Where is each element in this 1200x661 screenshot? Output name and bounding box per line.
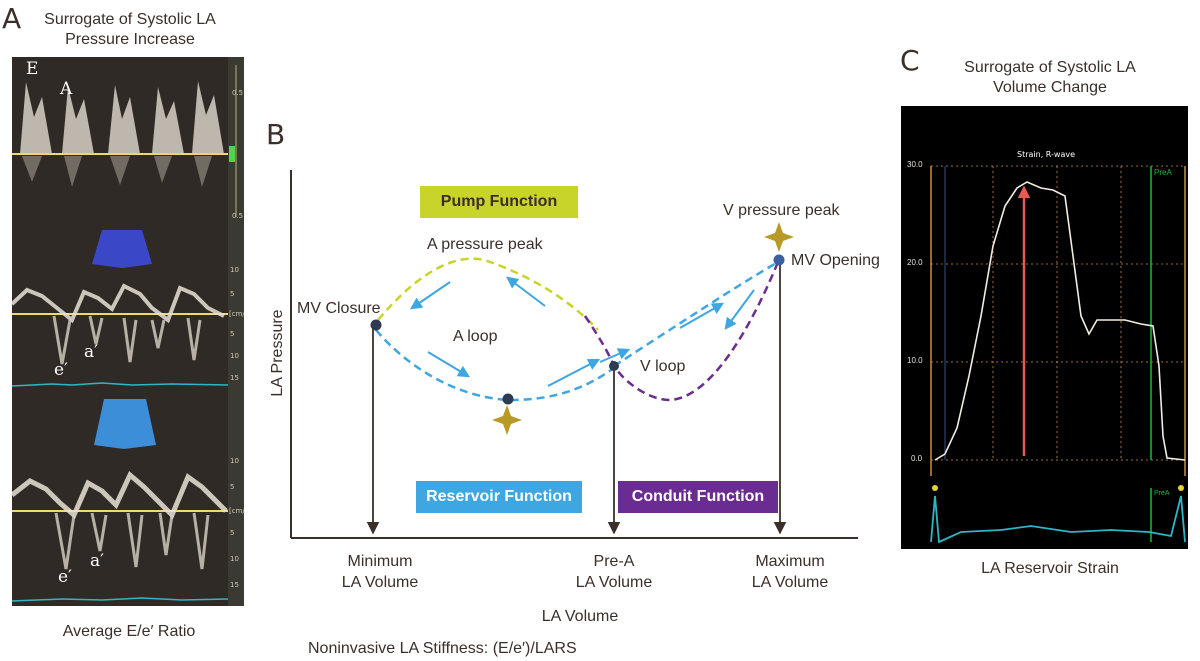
strain-grid <box>931 165 1186 461</box>
x-tick-pre-a-line1: Pre-A <box>593 553 635 570</box>
pre-a-point <box>609 361 619 371</box>
mitral-scale-top: 0.5 <box>232 89 244 97</box>
arrow-pump-left <box>410 281 451 310</box>
lateral-scale-4: 10 <box>230 555 239 563</box>
strain-y-tick-10: 10.0 <box>907 356 923 365</box>
a-wave-label: A <box>60 79 73 99</box>
x-tick-maximum-line2: LA Volume <box>751 574 829 591</box>
prea-label: PreA <box>1154 168 1172 177</box>
panel-a-caption: Average E/e′ Ratio <box>62 623 196 640</box>
x-tick-maximum: Maximum LA Volume <box>730 551 850 593</box>
lateral-tissue-doppler: e′ a′ 10 5 [cm/s] 5 10 15 <box>12 391 244 606</box>
x-tick-maximum-line1: Maximum <box>755 553 825 570</box>
pump-function-box: Pump Function <box>420 186 578 218</box>
mitral-doppler-trace <box>12 57 244 224</box>
lateral-doppler-trace <box>12 391 244 606</box>
septal-scale-unit: [cm/s] <box>229 310 244 318</box>
x-tick-minimum: Minimum LA Volume <box>320 551 440 593</box>
panel-c-caption: LA Reservoir Strain <box>981 560 1119 577</box>
septal-scale-4: 10 <box>230 352 239 360</box>
arrow-v-loop-down <box>724 289 755 330</box>
lateral-a-prime-label: a′ <box>90 551 104 571</box>
septal-color-sector-icon <box>92 230 152 268</box>
lateral-scale-3: 5 <box>230 529 235 537</box>
septal-scale-5: 15 <box>230 374 239 382</box>
reservoir-function-box: Reservoir Function <box>416 481 582 513</box>
mitral-scale-bottom: 0.5 <box>232 212 244 220</box>
e-wave-label: E <box>26 59 39 79</box>
mv-closure-point <box>370 319 382 331</box>
mv-opening-label: MV Opening <box>791 252 880 269</box>
stiffness-footnote: Noninvasive LA Stiffness: (E/e′)/LARS <box>308 640 577 657</box>
arrow-conduit-up <box>599 348 631 363</box>
strain-y-tick-0: 0.0 <box>911 454 923 463</box>
a-pressure-peak-label: A pressure peak <box>427 236 543 253</box>
lateral-e-prime-label: e′ <box>58 567 72 587</box>
septal-doppler-trace <box>12 224 244 391</box>
reservoir-curve-lower <box>375 329 615 402</box>
mitral-inflow-doppler: E A 0.5 0.5 <box>12 57 244 224</box>
arrow-v-loop-up <box>679 302 725 329</box>
lateral-scale-unit: [cm/s] <box>229 507 244 515</box>
panel-a-title-line1: Surrogate of Systolic LA <box>44 11 216 28</box>
septal-e-prime-label: e′ <box>54 360 68 380</box>
ecg-end-dot <box>1178 485 1184 491</box>
mv-opening-point <box>773 254 785 266</box>
panel-a-letter: A <box>2 2 22 35</box>
strain-trace <box>934 181 1186 461</box>
lateral-color-sector-icon <box>94 399 156 449</box>
x-axis-label: LA Volume <box>541 608 619 625</box>
panel-b-letter: B <box>266 118 286 151</box>
x-tick-pre-a: Pre-A LA Volume <box>554 551 674 593</box>
strain-y-tick-30: 30.0 <box>907 160 923 169</box>
septal-a-prime-label: a′ <box>84 342 98 362</box>
panel-c-title-line2: Volume Change <box>993 79 1107 96</box>
ecg-start-dot <box>932 485 938 491</box>
septal-scale-1: 10 <box>230 266 239 274</box>
mv-closure-label: MV Closure <box>297 300 381 317</box>
lateral-scale-5: 15 <box>230 581 239 589</box>
conduit-curve <box>583 261 780 402</box>
a-loop-star-icon <box>492 405 522 435</box>
a-loop-label: A loop <box>453 328 498 345</box>
septal-tissue-doppler: e′ a′ 10 5 [cm/s] 5 10 15 <box>12 224 244 391</box>
x-tick-pre-a-line2: LA Volume <box>575 574 653 591</box>
strain-curve-panel: Strain, R-wave 30.0 20.0 10.0 0.0 PreA P… <box>901 106 1188 549</box>
x-tick-minimum-line2: LA Volume <box>341 574 419 591</box>
septal-scale-2: 5 <box>230 290 235 298</box>
strain-y-tick-20: 20.0 <box>907 258 923 267</box>
v-pressure-peak-label: V pressure peak <box>723 202 840 219</box>
prea-label-ecg: PreA <box>1154 490 1170 497</box>
arrow-pump-right <box>506 276 546 307</box>
panel-c-title: Surrogate of Systolic LA Volume Change <box>930 58 1170 98</box>
v-loop-label: V loop <box>640 358 686 375</box>
reservoir-curve-upper <box>613 260 779 368</box>
conduit-function-box: Conduit Function <box>618 481 778 513</box>
arrow-reservoir-up <box>547 358 601 387</box>
strain-plot-title: Strain, R-wave <box>1017 150 1076 159</box>
panel-a-title: Surrogate of Systolic LA Pressure Increa… <box>20 10 240 50</box>
ecg-trace <box>930 495 1186 544</box>
panel-c-letter: C <box>900 44 920 77</box>
panel-a-title-line2: Pressure Increase <box>65 31 195 48</box>
v-peak-star-icon <box>764 222 794 252</box>
pump-curve <box>377 257 599 331</box>
a-loop-bottom-point <box>502 393 514 405</box>
arrow-reservoir-down <box>427 351 471 378</box>
x-tick-minimum-line1: Minimum <box>347 553 413 570</box>
panel-c-title-line1: Surrogate of Systolic LA <box>964 59 1136 76</box>
lateral-scale-2: 5 <box>230 483 235 491</box>
y-axis-label: LA Pressure <box>269 309 286 397</box>
septal-scale-3: 5 <box>230 330 235 338</box>
lateral-scale-1: 10 <box>230 457 239 465</box>
strain-plot <box>930 165 1186 544</box>
